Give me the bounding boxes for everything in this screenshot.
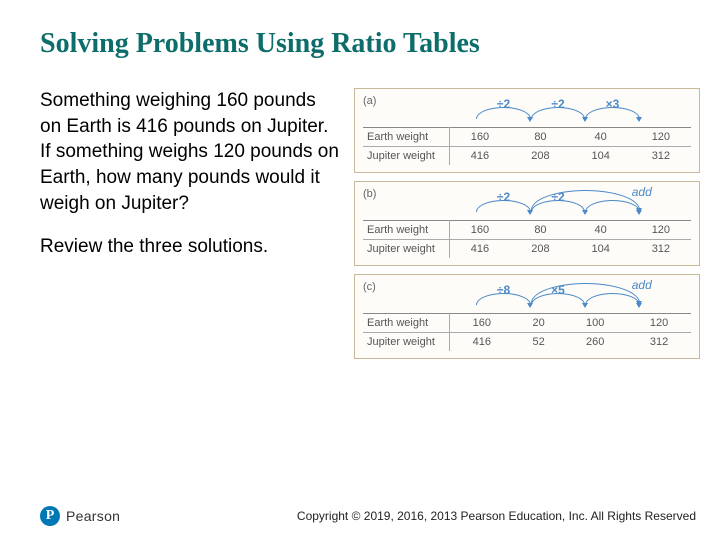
copyright-text: Copyright © 2019, 2016, 2013 Pearson Edu…	[297, 509, 696, 523]
table-row: Jupiter weight41652260312	[363, 333, 691, 352]
add-label: add	[632, 278, 652, 292]
solution-panel-c: (c)÷8×5addEarth weight16020100120Jupiter…	[354, 274, 700, 359]
cell-value: 416	[449, 147, 510, 166]
ratio-table: Earth weight1608040120Jupiter weight4162…	[363, 220, 691, 258]
pearson-logo: P Pearson	[40, 506, 120, 526]
row-label: Jupiter weight	[363, 147, 449, 166]
operation-label: ÷2	[538, 97, 578, 111]
pearson-p-icon: P	[40, 506, 60, 526]
cell-value: 160	[449, 128, 510, 147]
table-row: Earth weight1608040120	[363, 128, 691, 147]
cell-value: 40	[571, 221, 631, 240]
panel-label: (a)	[363, 95, 376, 107]
panel-label: (b)	[363, 188, 376, 200]
cell-value: 80	[510, 221, 570, 240]
pearson-name: Pearson	[66, 508, 120, 524]
left-column: Something weighing 160 pounds on Earth i…	[40, 88, 340, 359]
cell-value: 160	[449, 221, 510, 240]
solution-panel-a: (a)÷2÷2×3Earth weight1608040120Jupiter w…	[354, 88, 700, 173]
row-label: Earth weight	[363, 314, 449, 333]
ratio-table: Earth weight1608040120Jupiter weight4162…	[363, 127, 691, 165]
solutions-column: (a)÷2÷2×3Earth weight1608040120Jupiter w…	[354, 88, 700, 359]
cell-value: 40	[571, 128, 631, 147]
operation-label: ÷2	[484, 97, 524, 111]
operation-label: ÷2	[484, 190, 524, 204]
add-label: add	[632, 185, 652, 199]
problem-text: Something weighing 160 pounds on Earth i…	[40, 88, 340, 216]
table-row: Jupiter weight416208104312	[363, 147, 691, 166]
arrowhead-icon	[636, 117, 642, 122]
cell-value: 208	[510, 240, 570, 259]
table-row: Earth weight16020100120	[363, 314, 691, 333]
cell-value: 312	[627, 333, 691, 352]
footer: P Pearson Copyright © 2019, 2016, 2013 P…	[0, 506, 720, 526]
cell-value: 104	[571, 240, 631, 259]
operation-label: ÷8	[484, 283, 524, 297]
cell-value: 80	[510, 128, 570, 147]
cell-value: 416	[449, 240, 510, 259]
review-text: Review the three solutions.	[40, 234, 340, 260]
ratio-table: Earth weight16020100120Jupiter weight416…	[363, 313, 691, 351]
operation-label: ÷2	[538, 190, 578, 204]
cell-value: 20	[514, 314, 563, 333]
cell-value: 208	[510, 147, 570, 166]
cell-value: 312	[631, 240, 691, 259]
cell-value: 52	[514, 333, 563, 352]
arrowhead-icon	[636, 303, 642, 308]
cell-value: 260	[563, 333, 627, 352]
cell-value: 120	[631, 221, 691, 240]
table-row: Jupiter weight416208104312	[363, 240, 691, 259]
operations-row: ÷8×5add	[449, 283, 691, 313]
row-label: Jupiter weight	[363, 240, 449, 259]
operation-label: ×3	[593, 97, 633, 111]
operations-row: ÷2÷2add	[449, 190, 691, 220]
cell-value: 104	[571, 147, 631, 166]
row-label: Jupiter weight	[363, 333, 449, 352]
cell-value: 160	[449, 314, 514, 333]
cell-value: 120	[631, 128, 691, 147]
solution-panel-b: (b)÷2÷2addEarth weight1608040120Jupiter …	[354, 181, 700, 266]
content-area: Something weighing 160 pounds on Earth i…	[0, 78, 720, 359]
page-title: Solving Problems Using Ratio Tables	[0, 0, 720, 78]
operations-row: ÷2 ÷2 ×3	[449, 97, 691, 127]
row-label: Earth weight	[363, 221, 449, 240]
arrowhead-icon	[636, 210, 642, 215]
operation-label: ×5	[538, 283, 578, 297]
cell-value: 120	[627, 314, 691, 333]
panel-label: (c)	[363, 281, 376, 293]
cell-value: 416	[449, 333, 514, 352]
cell-value: 100	[563, 314, 627, 333]
row-label: Earth weight	[363, 128, 449, 147]
cell-value: 312	[631, 147, 691, 166]
table-row: Earth weight1608040120	[363, 221, 691, 240]
